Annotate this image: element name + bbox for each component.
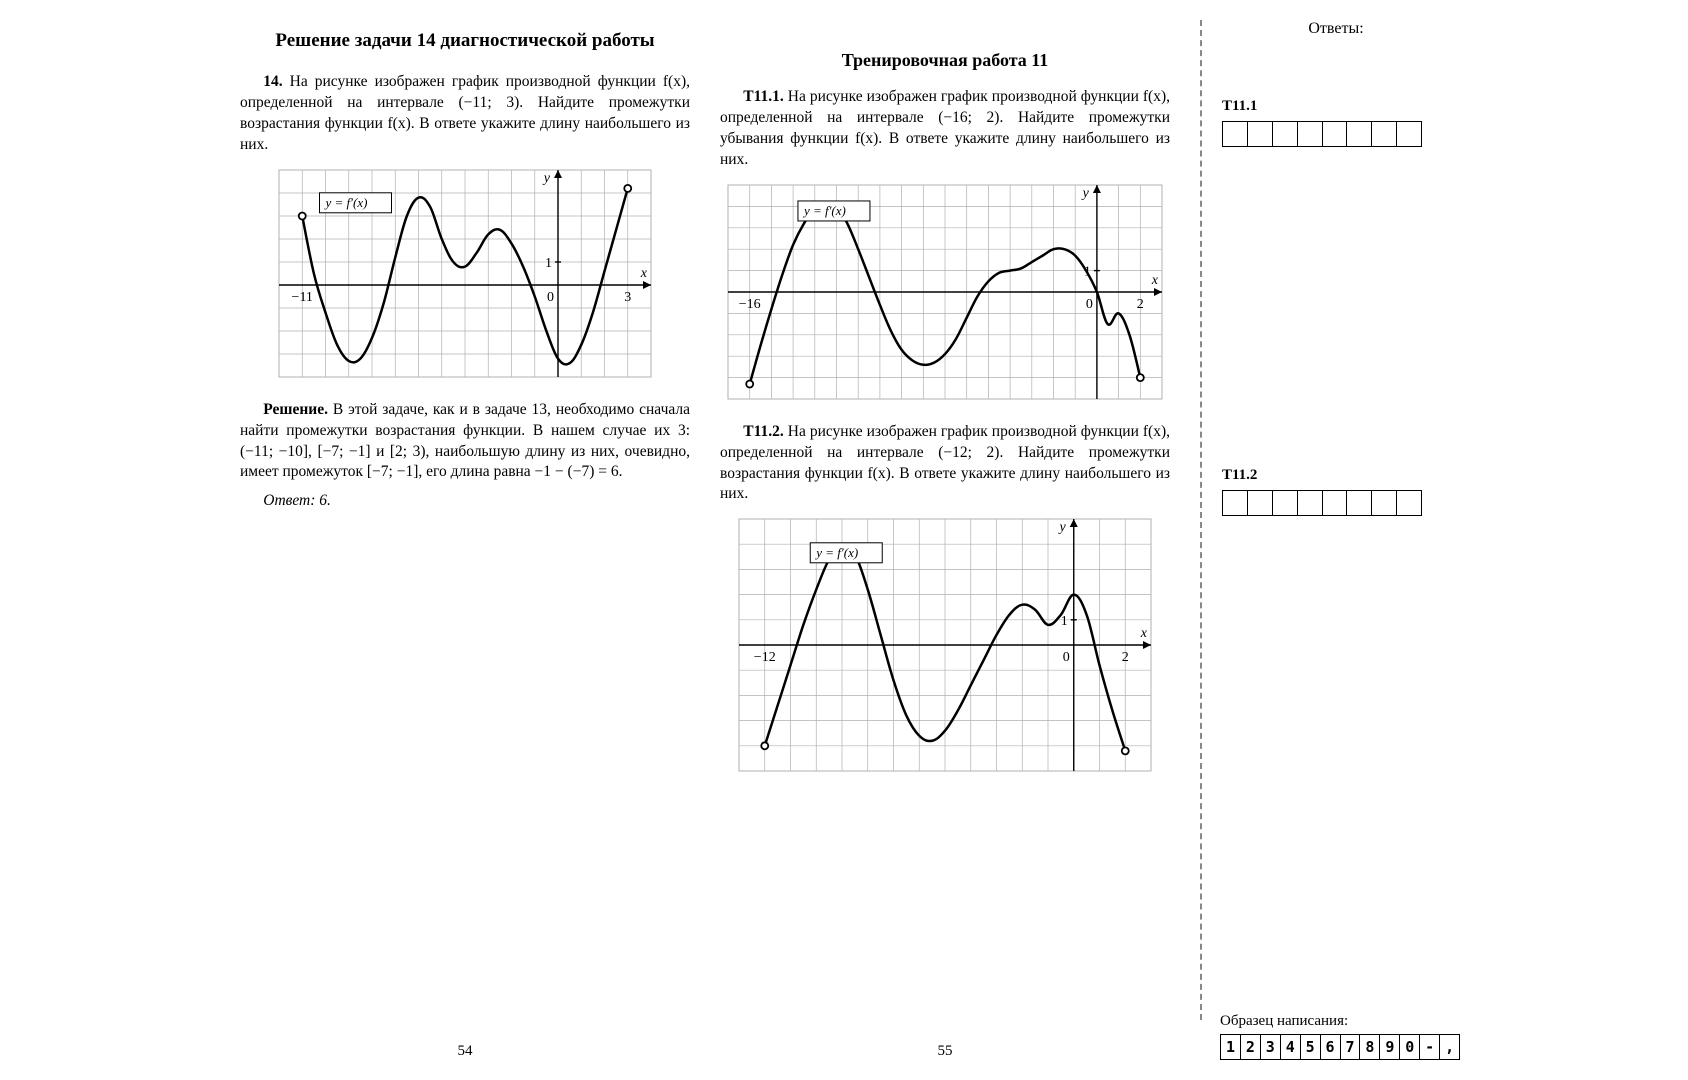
problem-14: 14. На рисунке изображен график производ…	[240, 72, 690, 156]
chart-t112: x y −12 0 2 1 y = f′(x)	[720, 515, 1170, 780]
svg-text:2: 2	[1137, 297, 1144, 312]
svg-text:−12: −12	[754, 650, 776, 665]
svg-text:x: x	[640, 266, 648, 281]
svg-text:0: 0	[547, 290, 554, 305]
answer-14: Ответ: 6.	[240, 491, 690, 512]
sample-cells: 1234567890-,	[1220, 1034, 1460, 1060]
answer-label-t112: Т11.2	[1222, 467, 1450, 484]
answers-heading: Ответы:	[1222, 20, 1450, 38]
svg-text:x: x	[1151, 273, 1159, 288]
svg-text:1: 1	[1061, 614, 1068, 629]
answer-cells-t111[interactable]	[1222, 121, 1422, 147]
svg-text:y: y	[1058, 520, 1067, 535]
answer-block-t112: Т11.2	[1222, 467, 1450, 516]
left-page: Решение задачи 14 диагностической работы…	[240, 30, 690, 520]
svg-text:y: y	[542, 171, 551, 186]
svg-text:y = f′(x): y = f′(x)	[814, 545, 858, 560]
chart-14: x y −11 0 3 1 y = f′(x)	[240, 166, 690, 386]
svg-text:y = f′(x): y = f′(x)	[324, 194, 368, 209]
svg-text:0: 0	[1063, 650, 1070, 665]
svg-text:−11: −11	[292, 290, 313, 305]
answer-block-t111: Т11.1	[1222, 98, 1450, 147]
work-title: Тренировочная работа 11	[720, 50, 1170, 71]
svg-text:0: 0	[1086, 297, 1093, 312]
answer-label-t111: Т11.1	[1222, 98, 1450, 115]
svg-text:1: 1	[1084, 264, 1091, 279]
page-title: Решение задачи 14 диагностической работы	[240, 30, 690, 52]
svg-text:y: y	[1081, 186, 1090, 201]
page-number-right: 55	[720, 1043, 1170, 1060]
sample-label: Образец написания:	[1220, 1013, 1460, 1030]
right-page: Тренировочная работа 11 Т11.1. На рисунк…	[720, 30, 1170, 794]
svg-text:y = f′(x): y = f′(x)	[802, 203, 846, 218]
svg-text:3: 3	[624, 290, 631, 305]
svg-text:2: 2	[1122, 650, 1129, 665]
sample-block: Образец написания: 1234567890-,	[1200, 1013, 1460, 1060]
problem-t111: Т11.1. На рисунке изображен график произ…	[720, 87, 1170, 171]
answers-sidebar: Ответы: Т11.1 Т11.2	[1200, 20, 1450, 1020]
chart-t111: x y −16 0 2 1 y = f′(x)	[720, 181, 1170, 408]
solution-14: Решение. В этой задаче, как и в задаче 1…	[240, 400, 690, 484]
svg-text:−16: −16	[739, 297, 761, 312]
svg-text:x: x	[1140, 626, 1148, 641]
problem-t112: Т11.2. На рисунке изображен график произ…	[720, 422, 1170, 506]
svg-text:1: 1	[545, 256, 552, 271]
answer-cells-t112[interactable]	[1222, 490, 1422, 516]
page-number-left: 54	[240, 1043, 690, 1060]
